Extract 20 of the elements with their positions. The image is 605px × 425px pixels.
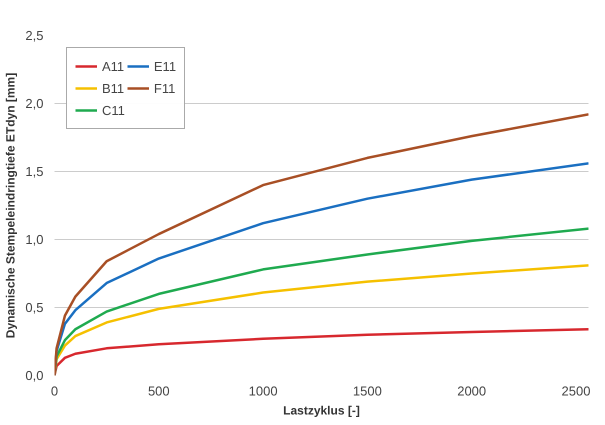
y-tick-label: 2,5: [25, 28, 44, 43]
x-tick-label: 2000: [457, 384, 486, 398]
y-tick-label: 1,5: [25, 164, 44, 179]
y-axis-title: Dynamische Stempeleindringtiefe ETdyn [mm]: [3, 72, 18, 338]
legend-label: F11: [154, 80, 176, 96]
y-tick-label: 1,0: [25, 232, 44, 247]
legend-label: C11: [102, 102, 125, 118]
y-tick-label: 0,5: [25, 300, 44, 315]
legend-label: A11: [102, 58, 124, 74]
x-tick-label: 1500: [352, 384, 382, 398]
x-tick-label: 1000: [248, 384, 278, 398]
y-tick-label: 2,0: [25, 96, 44, 111]
y-tick-label: 0,0: [25, 368, 44, 383]
x-tick-label: 500: [148, 384, 170, 398]
line-series: [54, 328, 588, 376]
x-axis-title: Lastzyklus [-]: [283, 404, 360, 418]
legend-label: B11: [102, 80, 124, 96]
x-tick-label: 2500: [562, 384, 590, 398]
legend-label: E11: [154, 58, 176, 74]
x-tick-label: 0: [50, 384, 58, 398]
